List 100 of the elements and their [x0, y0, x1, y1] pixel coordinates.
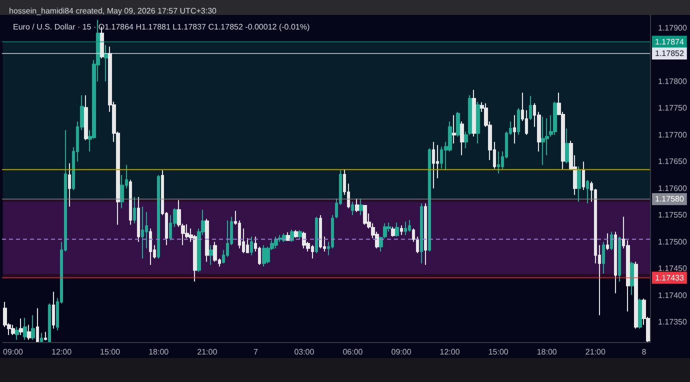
candlestick	[610, 231, 613, 250]
candlestick	[137, 196, 140, 242]
x-tick-label: 18:00	[148, 348, 170, 356]
candlestick	[513, 114, 516, 144]
y-tick-label: 1.17650	[658, 157, 688, 166]
candlestick	[456, 111, 460, 137]
candlestick	[19, 318, 23, 336]
candlestick	[262, 244, 266, 268]
candlestick	[359, 198, 363, 216]
candlestick	[104, 44, 108, 82]
y-tick-label: 1.17550	[658, 210, 688, 220]
candlestick	[15, 326, 19, 340]
candlestick	[149, 228, 152, 266]
candlestick	[420, 202, 423, 264]
candlestick	[529, 95, 532, 120]
x-tick-label: 03:00	[294, 348, 315, 356]
ref-line-label: 1.17852	[655, 49, 684, 58]
candlestick	[294, 230, 298, 238]
y-tick-label: 1.17750	[658, 104, 688, 113]
candlestick	[23, 317, 27, 340]
candlestick	[84, 94, 88, 141]
candlestick	[363, 204, 367, 226]
x-tick-label: 21:00	[585, 348, 606, 356]
y-tick-label: 1.17700	[658, 130, 688, 140]
candlestick	[460, 121, 464, 156]
candlestick	[298, 230, 302, 240]
candlestick	[133, 196, 136, 224]
candlestick	[290, 229, 294, 242]
ref-line-label: 1.17580	[655, 194, 684, 204]
candlestick	[586, 179, 589, 204]
candlestick	[565, 128, 569, 164]
candlestick	[250, 236, 253, 256]
candlestick	[36, 308, 39, 342]
text: Euro / U.S. Dollar · 15 · O1.17864 H1.17881 L1.17837 C1.17852 -0.00012 (-0.01%)	[13, 22, 310, 32]
y-tick-label: 1.17350	[658, 318, 688, 327]
candlestick	[412, 228, 415, 242]
candlestick	[517, 108, 520, 136]
candlestick	[428, 148, 431, 252]
x-tick-label: 21:00	[197, 348, 218, 356]
candlestick	[48, 302, 51, 342]
candlestick	[630, 261, 634, 296]
candlestick	[40, 332, 43, 342]
candlestick	[355, 198, 359, 212]
candlestick	[141, 206, 144, 260]
candlestick	[472, 89, 476, 137]
x-tick-label: 12:00	[52, 348, 72, 356]
x-tick-label: 18:00	[536, 348, 558, 356]
candlestick	[432, 141, 435, 189]
y-tick-label: 1.17500	[658, 237, 688, 246]
y-tick-label: 1.17800	[658, 76, 688, 86]
candlestick	[408, 219, 411, 232]
candlestick	[157, 174, 160, 260]
candlestick	[452, 114, 456, 144]
candlestick	[11, 324, 15, 336]
candlestick	[27, 324, 31, 340]
candlestick	[424, 202, 427, 266]
candlestick	[391, 226, 395, 238]
y-tick-label: 1.17400	[658, 290, 688, 300]
candlestick	[404, 221, 407, 236]
candlestick	[351, 201, 354, 216]
candlestick	[302, 231, 306, 249]
candlestick	[541, 116, 545, 166]
candlestick	[315, 216, 318, 254]
candlestick	[476, 101, 480, 144]
candlestick	[274, 236, 278, 249]
ref-line-label: 1.17874	[655, 37, 684, 46]
candlestick	[400, 224, 403, 236]
x-tick-label: 15:00	[488, 348, 509, 356]
candlestick	[634, 261, 638, 330]
chart-title: hossein_hamidi84 created, May 09, 2026 17:57 UTC+3:30	[9, 6, 218, 16]
candlestick	[209, 244, 213, 266]
candlestick	[606, 232, 609, 250]
x-tick-label: 06:00	[342, 348, 364, 356]
candlestick	[395, 222, 399, 238]
x-tick-label: 09:00	[2, 348, 24, 356]
candlestick	[582, 161, 585, 191]
x-tick-label: 15:00	[100, 348, 121, 356]
candlestick	[205, 218, 209, 262]
candlestick	[614, 231, 617, 294]
ref-line-label: 1.17433	[655, 273, 684, 282]
x-tick-label: 7	[253, 348, 258, 356]
x-tick-label: 8	[642, 348, 647, 356]
candlestick	[638, 298, 642, 330]
candlestick	[553, 101, 557, 136]
candlestick	[497, 150, 500, 174]
y-tick-label: 1.17600	[658, 184, 688, 193]
candlestick	[618, 236, 621, 282]
x-tick-label: 12:00	[440, 348, 460, 356]
candlestick	[44, 331, 47, 341]
candlestick	[213, 241, 217, 262]
candlestick	[31, 314, 35, 340]
candlestick	[577, 166, 581, 202]
candlestick	[416, 236, 419, 254]
candlestick	[286, 232, 290, 242]
candlestick	[602, 241, 605, 274]
candlestick	[52, 291, 55, 330]
candlestick	[68, 162, 71, 208]
x-tick-label: 09:00	[391, 348, 412, 356]
y-tick-label: 1.17900	[658, 23, 688, 32]
candlestick	[129, 179, 132, 226]
